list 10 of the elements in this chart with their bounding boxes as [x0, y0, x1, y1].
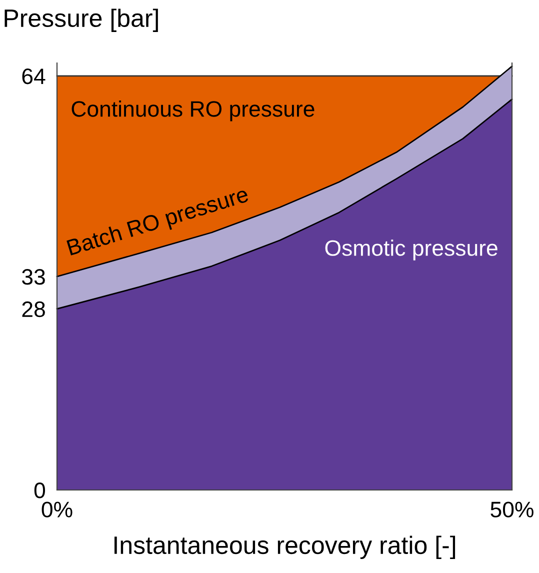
x-tick-label: 50%: [490, 502, 534, 518]
y-tick-label: 28: [22, 301, 45, 318]
y-tick-label: 33: [22, 269, 45, 285]
x-axis-title: Instantaneous recovery ratio [-]: [114, 536, 456, 560]
series-label: Osmotic pressure: [325, 240, 498, 260]
y-tick-label: 64: [22, 68, 46, 84]
y-axis-title: Pressure [bar]: [4, 8, 158, 32]
series-label: Continuous RO pressure: [72, 100, 314, 122]
y-tick-label: 0: [34, 482, 46, 498]
x-tick-label: 0%: [42, 502, 72, 518]
